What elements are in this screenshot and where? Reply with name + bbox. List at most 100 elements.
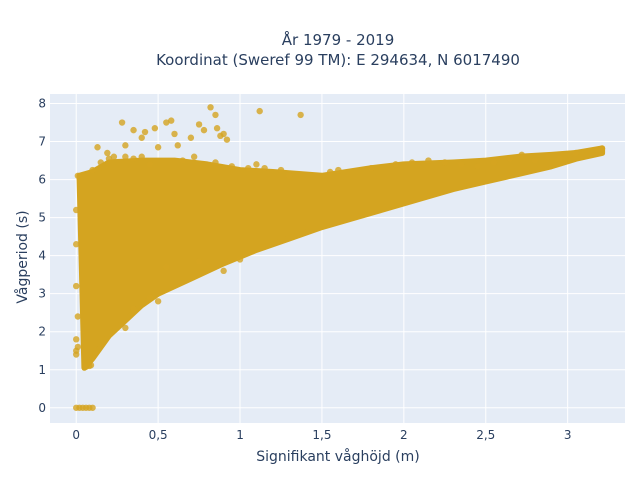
data-point <box>256 107 263 115</box>
data-point <box>195 258 203 265</box>
data-point <box>74 343 82 351</box>
data-point <box>179 157 186 164</box>
data-point <box>213 125 221 132</box>
scatter-points <box>73 104 606 411</box>
data-point <box>518 151 525 159</box>
data-point <box>556 155 563 162</box>
data-point <box>220 130 227 138</box>
y-tick-label: 8 <box>38 97 46 111</box>
data-point <box>200 126 208 134</box>
data-point <box>187 134 195 141</box>
data-point <box>138 134 145 141</box>
chart-title-line2: Koordinat (Sweref 99 TM): E 294634, N 60… <box>156 51 520 69</box>
data-point <box>261 164 268 172</box>
data-point <box>367 164 375 172</box>
x-tick-label: 3 <box>564 428 572 442</box>
y-tick-label: 7 <box>38 135 46 149</box>
data-point <box>97 159 104 166</box>
data-point <box>168 117 175 124</box>
data-point <box>73 206 80 214</box>
data-point <box>87 361 95 369</box>
data-point <box>598 145 606 152</box>
data-point <box>441 159 449 166</box>
data-point <box>141 128 149 136</box>
x-tick-label: 1 <box>236 428 244 442</box>
data-point <box>593 146 601 154</box>
data-point <box>245 164 252 172</box>
data-layer <box>73 104 606 411</box>
data-point <box>105 155 113 162</box>
data-point <box>163 119 170 126</box>
x-tick-label: 0 <box>72 428 80 442</box>
y-axis-label: Vågperiod (s) <box>14 210 31 303</box>
data-point <box>297 111 304 119</box>
data-point <box>151 125 159 132</box>
data-point <box>392 161 399 168</box>
data-point <box>207 104 214 111</box>
data-point <box>89 166 96 174</box>
data-point <box>474 163 481 170</box>
data-point <box>94 144 101 151</box>
data-point <box>223 136 231 143</box>
data-point <box>212 159 219 166</box>
data-point <box>490 159 498 166</box>
data-point <box>277 166 285 174</box>
data-point <box>89 404 96 411</box>
data-point <box>138 153 145 160</box>
data-point <box>236 256 244 263</box>
y-axis-ticks: 0 1 2 3 4 5 6 7 8 <box>38 97 46 415</box>
y-tick-label: 6 <box>38 173 46 187</box>
data-point <box>457 161 465 168</box>
y-tick-label: 1 <box>38 363 46 377</box>
data-point <box>174 142 181 149</box>
data-point <box>572 149 580 157</box>
data-point <box>130 305 137 313</box>
data-point <box>253 161 260 168</box>
chart-title-line1: År 1979 - 2019 <box>282 30 395 49</box>
data-point <box>190 153 198 160</box>
y-tick-label: 3 <box>38 287 46 301</box>
x-axis-label: Signifikant våghöjd (m) <box>256 448 419 465</box>
data-point <box>73 282 80 290</box>
data-point <box>154 298 162 305</box>
data-point <box>74 313 82 320</box>
data-point <box>408 159 416 166</box>
data-point <box>285 172 293 179</box>
data-point <box>73 241 80 248</box>
data-point <box>425 157 432 164</box>
x-axis-ticks: 0 0,5 1 1,5 2 2,5 3 <box>72 428 571 442</box>
data-point <box>146 161 154 168</box>
data-point <box>326 168 334 176</box>
data-point <box>531 157 539 164</box>
data-point <box>110 153 118 160</box>
data-point <box>122 142 129 149</box>
data-point <box>118 119 126 126</box>
data-point <box>335 166 342 174</box>
data-point <box>507 155 514 162</box>
data-point <box>73 336 80 343</box>
y-tick-label: 5 <box>38 211 46 225</box>
data-point <box>163 263 170 271</box>
data-point <box>130 126 137 134</box>
data-point <box>228 163 236 170</box>
data-point <box>544 153 552 160</box>
y-tick-label: 2 <box>38 325 46 339</box>
data-point <box>130 155 137 162</box>
y-tick-label: 4 <box>38 249 46 263</box>
data-point <box>195 121 203 128</box>
point-cloud <box>76 145 606 371</box>
data-point <box>220 267 227 275</box>
data-point <box>171 130 178 138</box>
data-point <box>122 153 129 160</box>
data-point <box>74 172 82 179</box>
data-point <box>154 144 162 151</box>
y-tick-label: 0 <box>38 401 46 415</box>
data-point <box>122 324 129 332</box>
data-point <box>146 294 154 301</box>
x-tick-label: 2,5 <box>476 428 495 442</box>
x-tick-label: 2 <box>400 428 408 442</box>
x-tick-label: 0,5 <box>149 428 168 442</box>
data-point <box>104 149 111 157</box>
data-point <box>212 111 219 119</box>
